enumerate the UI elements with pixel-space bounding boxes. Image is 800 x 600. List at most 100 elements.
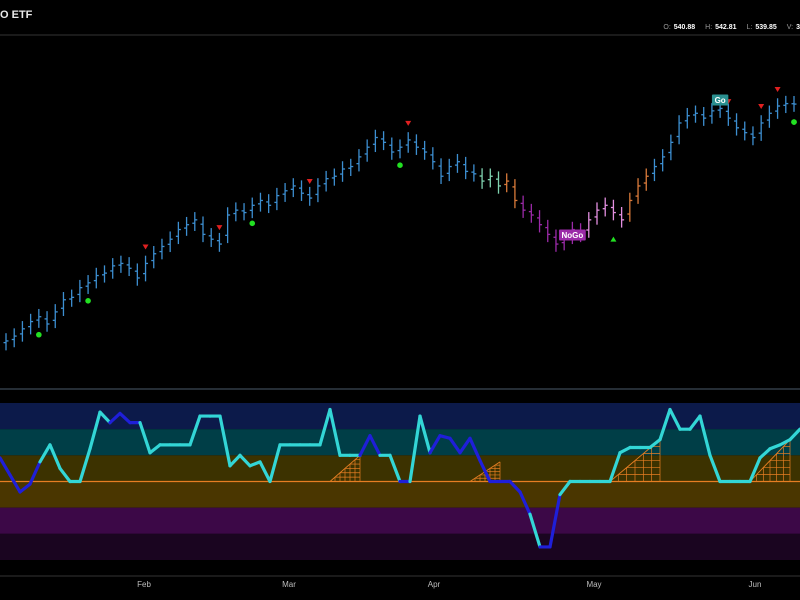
oscillator-segment	[528, 512, 542, 549]
oscillator-segment	[468, 436, 482, 463]
price-bar	[77, 279, 83, 303]
price-bar	[701, 106, 707, 126]
price-bar	[126, 257, 132, 277]
countertrend-triangle	[405, 120, 412, 126]
price-bar	[52, 304, 58, 329]
price-bar	[504, 173, 510, 193]
month-tick-label: May	[586, 580, 602, 589]
price-bar	[282, 183, 288, 202]
oscillator-segment	[788, 427, 800, 442]
oscillator-segment	[98, 410, 112, 425]
price-bar	[241, 203, 247, 221]
oscillator-segment	[618, 445, 632, 455]
price-bar	[28, 313, 34, 335]
oscillator-segment	[38, 443, 52, 464]
oscillator-segment	[48, 443, 62, 471]
price-bar	[315, 178, 321, 203]
oscillator-segment	[478, 458, 492, 484]
price-bar	[471, 164, 477, 182]
price-bar	[36, 308, 42, 328]
countertrend-triangle	[758, 103, 765, 109]
price-bar	[389, 137, 395, 160]
price-bar	[660, 149, 666, 172]
price-bar	[520, 195, 526, 218]
trend-label-text: NoGo	[561, 231, 583, 240]
oscillator-segment	[238, 453, 252, 468]
rising-wedge	[749, 439, 791, 482]
oscillator-segment	[688, 414, 702, 431]
nogo-triangle	[610, 236, 617, 242]
price-bar	[487, 168, 493, 188]
price-bar	[430, 147, 436, 170]
oscillator-segment	[0, 456, 12, 477]
oscillator-segment	[778, 438, 792, 447]
trend-label-text: Go	[715, 96, 726, 105]
price-bar	[709, 103, 715, 124]
price-bar	[381, 131, 387, 151]
volume-label: V:	[786, 24, 794, 31]
price-bar	[208, 228, 214, 247]
price-bar	[372, 129, 378, 153]
oscillator-segment	[358, 434, 372, 457]
price-bar	[225, 207, 231, 244]
oscillator-segment	[248, 460, 262, 468]
countertrend-dot	[85, 298, 91, 304]
price-bar	[684, 107, 690, 129]
price-bar	[364, 139, 370, 162]
price-bar	[454, 153, 460, 173]
low-label: L:	[746, 24, 753, 31]
oscillator-segment	[558, 479, 572, 497]
price-bar	[783, 95, 789, 114]
price-bar	[356, 149, 362, 172]
oscillator-segment	[138, 421, 152, 455]
price-bar	[175, 221, 181, 245]
oscillator-bands	[0, 403, 800, 560]
countertrend-triangle	[306, 179, 313, 185]
price-bar	[775, 98, 781, 119]
oscillator-segment	[408, 414, 422, 484]
oscillator-segment	[448, 436, 462, 455]
countertrend-dot	[397, 162, 403, 168]
price-bar	[290, 178, 296, 198]
price-bar	[463, 156, 469, 180]
month-tick-label: Mar	[282, 580, 296, 589]
price-bar	[446, 158, 452, 182]
oscillator-segment	[748, 456, 762, 484]
price-bar	[216, 232, 222, 252]
oscillator-segment	[8, 473, 22, 494]
price-bar	[496, 171, 501, 194]
price-bar	[537, 210, 543, 233]
price-bar	[627, 192, 633, 222]
countertrend-dot	[249, 220, 256, 227]
price-bar	[266, 194, 272, 214]
oscillator-band	[0, 533, 800, 560]
price-bar	[635, 178, 641, 204]
price-bar	[528, 203, 534, 223]
price-bar	[397, 139, 403, 159]
oscillator-segment	[78, 447, 92, 484]
price-bar	[167, 231, 173, 253]
price-bar	[11, 328, 17, 348]
price-bar	[3, 333, 9, 351]
price-bar	[586, 212, 592, 238]
price-bar	[257, 192, 263, 212]
price-bar	[348, 158, 354, 177]
price-bar	[19, 321, 25, 342]
oscillator-segment	[768, 443, 782, 451]
oscillator-segment	[258, 460, 272, 484]
trend-label: Go	[711, 94, 729, 106]
price-bar	[249, 197, 255, 219]
oscillator-band	[0, 481, 800, 508]
price-bar	[413, 134, 419, 155]
oscillator-segment	[58, 466, 72, 484]
price-bar	[651, 158, 657, 182]
open-label: O:	[663, 24, 671, 31]
price-bar	[791, 95, 797, 112]
price-bar	[750, 126, 756, 146]
price-bar	[143, 255, 149, 282]
price-bar	[93, 267, 99, 289]
price-bar	[110, 258, 116, 279]
price-bar	[184, 216, 190, 236]
high-label: H:	[705, 24, 713, 31]
rising-wedge	[329, 454, 361, 482]
